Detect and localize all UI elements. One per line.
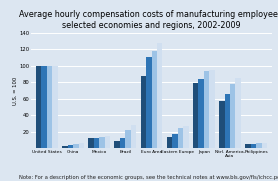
- Bar: [262, 143, 267, 148]
- Bar: [125, 130, 131, 148]
- Text: Source: U.S. Bureau of Labor Statistics, International Labor Comparisons.: Source: U.S. Bureau of Labor Statistics,…: [19, 180, 212, 181]
- Bar: [251, 144, 256, 148]
- Bar: [172, 134, 178, 148]
- Bar: [245, 144, 251, 148]
- Bar: [41, 66, 47, 148]
- Bar: [88, 138, 94, 148]
- Bar: [146, 57, 152, 148]
- Bar: [157, 43, 162, 148]
- Bar: [105, 136, 110, 148]
- Text: Note: For a description of the economic groups, see the technical notes at www.b: Note: For a description of the economic …: [19, 175, 278, 180]
- Bar: [131, 125, 136, 148]
- Bar: [193, 83, 198, 148]
- Bar: [94, 138, 99, 148]
- Bar: [68, 145, 73, 148]
- Y-axis label: U.S. = 100: U.S. = 100: [13, 76, 18, 105]
- Bar: [198, 79, 204, 148]
- Bar: [141, 76, 146, 148]
- Bar: [115, 141, 120, 148]
- Bar: [183, 126, 188, 148]
- Bar: [204, 71, 209, 148]
- Bar: [120, 138, 125, 148]
- Bar: [47, 66, 52, 148]
- Bar: [219, 101, 225, 148]
- Bar: [256, 144, 262, 148]
- Bar: [225, 94, 230, 148]
- Bar: [167, 137, 172, 148]
- Bar: [36, 66, 41, 148]
- Bar: [62, 146, 68, 148]
- Title: Average hourly compensation costs of manufacturing employees,
selected economies: Average hourly compensation costs of man…: [19, 10, 278, 30]
- Bar: [230, 84, 235, 148]
- Bar: [73, 144, 78, 148]
- Bar: [152, 51, 157, 148]
- Bar: [99, 137, 105, 148]
- Bar: [78, 144, 84, 148]
- Bar: [52, 66, 58, 148]
- Bar: [178, 128, 183, 148]
- Bar: [235, 78, 241, 148]
- Bar: [209, 70, 215, 148]
